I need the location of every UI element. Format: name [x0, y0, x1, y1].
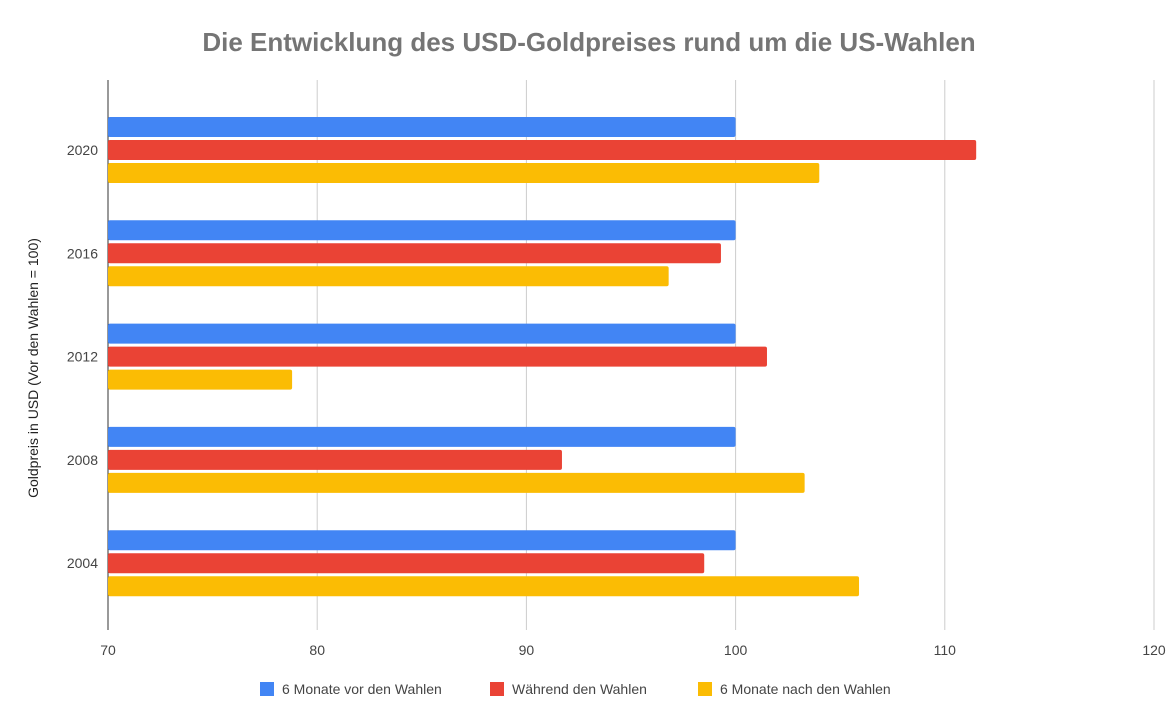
- legend-swatch: [260, 682, 274, 696]
- bar-2020-1: [108, 140, 977, 160]
- x-tick-label: 90: [519, 642, 535, 658]
- bar-2004-1: [108, 553, 705, 574]
- chart-title: Die Entwicklung des USD-Goldpreises rund…: [202, 27, 975, 57]
- bar-2004-0: [108, 530, 736, 551]
- bar-2008-0: [108, 426, 736, 447]
- bar-2020-0: [108, 117, 736, 137]
- bar-2012-0: [108, 323, 736, 344]
- bar-2020-2: [108, 163, 820, 183]
- bar-2016-0: [108, 220, 736, 241]
- legend-swatch: [490, 682, 504, 696]
- bar-2008-1: [108, 449, 562, 470]
- category-label: 2004: [67, 555, 98, 571]
- legend-label: 6 Monate nach den Wahlen: [720, 681, 891, 697]
- x-tick-label: 110: [934, 642, 957, 658]
- x-tick-label: 120: [1142, 642, 1166, 658]
- bar-2016-2: [108, 266, 669, 287]
- category-label: 2012: [67, 349, 98, 365]
- y-axis-label: Goldpreis in USD (Vor den Wahlen = 100): [25, 238, 41, 498]
- category-label: 2016: [67, 245, 98, 261]
- category-label: 2020: [67, 142, 98, 158]
- category-label: 2008: [67, 452, 98, 468]
- bar-2008-2: [108, 472, 805, 493]
- x-tick-label: 80: [309, 642, 325, 658]
- bar-2004-2: [108, 576, 860, 597]
- legend-label: Während den Wahlen: [512, 681, 647, 697]
- x-tick-label: 100: [724, 642, 748, 658]
- bar-2016-1: [108, 243, 721, 264]
- legend-label: 6 Monate vor den Wahlen: [282, 681, 442, 697]
- bar-2012-2: [108, 369, 293, 390]
- legend-swatch: [698, 682, 712, 696]
- x-tick-label: 70: [100, 642, 116, 658]
- bar-2012-1: [108, 346, 767, 367]
